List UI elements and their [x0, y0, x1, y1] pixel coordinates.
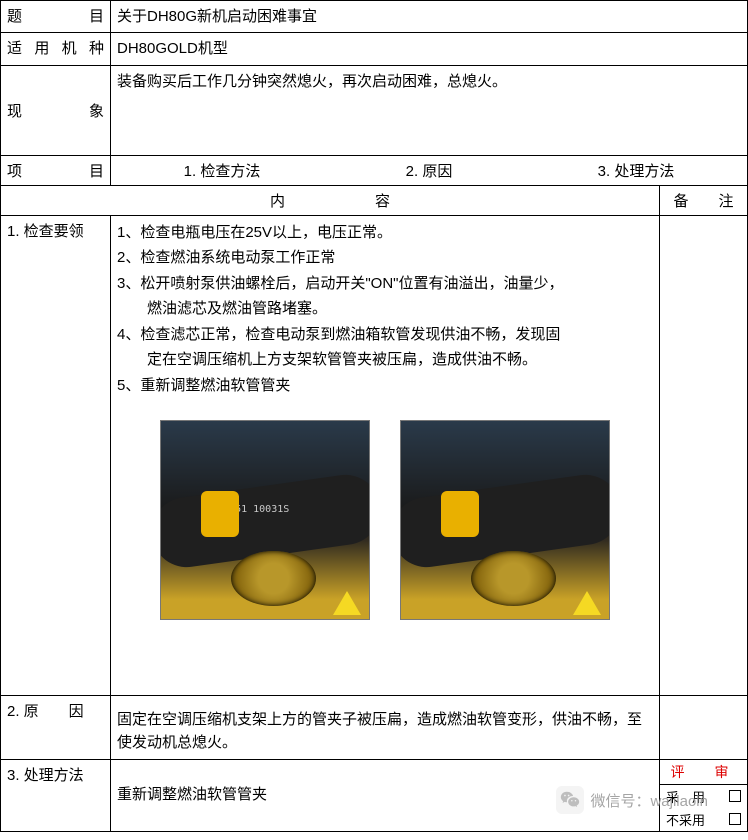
- wechat-watermark: 微信号：wajilaoln: [556, 786, 708, 814]
- row-model: 适用机种 DH80GOLD机型: [1, 33, 748, 65]
- phenom-label: 现 象: [1, 65, 111, 155]
- row-cause: 2. 原 因 固定在空调压缩机支架上方的管夹子被压扁，造成燃油软管变形，供油不畅…: [1, 695, 748, 759]
- model-value: DH80GOLD机型: [111, 33, 748, 65]
- photo-code: K04251 10031S: [211, 501, 289, 518]
- item-2: 2. 原因: [406, 160, 453, 181]
- row-phenomenon: 现 象 装备购买后工作几分钟突然熄火，再次启动困难，总熄火。: [1, 65, 748, 155]
- watermark-prefix: 微信号：: [590, 793, 650, 810]
- item-1: 1. 检查方法: [184, 160, 261, 181]
- remark-cell-1: [660, 215, 748, 695]
- check-line: 4、检查滤芯正常，检查电动泵到燃油箱软管发现供油不畅，发现固: [117, 322, 653, 348]
- items-label: 项 目: [1, 155, 111, 185]
- checkbox-icon[interactable]: [729, 790, 741, 802]
- remark-cell-2: [660, 695, 748, 759]
- phenom-value: 装备购买后工作几分钟突然熄火，再次启动困难，总熄火。: [111, 65, 748, 155]
- check-body: 1、检查电瓶电压在25V以上，电压正常。 2、检查燃油系统电动泵工作正常 3、松…: [111, 215, 660, 695]
- check-line: 1、检查电瓶电压在25V以上，电压正常。: [117, 220, 653, 246]
- check-line: 2、检查燃油系统电动泵工作正常: [117, 245, 653, 271]
- watermark-id: wajilaoln: [650, 793, 708, 810]
- checkbox-icon[interactable]: [729, 813, 741, 825]
- clamp-icon: [471, 551, 556, 606]
- fix-label: 3. 处理方法: [1, 759, 111, 831]
- title-label: 题 目: [1, 1, 111, 33]
- document-table: 题 目 关于DH80G新机启动困难事宜 适用机种 DH80GOLD机型 现 象 …: [0, 0, 748, 832]
- check-label: 1. 检查要领: [1, 215, 111, 695]
- warning-triangle-icon: [573, 591, 601, 615]
- clamp-icon: [231, 551, 316, 606]
- check-line: 定在空调压缩机上方支架软管管夹被压扁，造成供油不畅。: [117, 347, 653, 373]
- review-header: 评 审: [660, 760, 747, 785]
- photo-left: K04251 10031S: [160, 420, 370, 620]
- wechat-icon: [556, 786, 584, 814]
- model-label: 适用机种: [1, 33, 111, 65]
- photo-right: [400, 420, 610, 620]
- row-title: 题 目 关于DH80G新机启动困难事宜: [1, 1, 748, 33]
- title-value: 关于DH80G新机启动困难事宜: [111, 1, 748, 33]
- cause-value: 固定在空调压缩机支架上方的管夹子被压扁，造成燃油软管变形，供油不畅，至使发动机总…: [111, 695, 660, 759]
- item-3: 3. 处理方法: [598, 160, 675, 181]
- row-items: 项 目 1. 检查方法 2. 原因 3. 处理方法: [1, 155, 748, 185]
- warning-triangle-icon: [333, 591, 361, 615]
- remark-header: 备 注: [660, 185, 748, 215]
- row-check: 1. 检查要领 1、检查电瓶电压在25V以上，电压正常。 2、检查燃油系统电动泵…: [1, 215, 748, 695]
- check-line: 5、重新调整燃油软管管夹: [117, 373, 653, 399]
- check-line: 燃油滤芯及燃油管路堵塞。: [117, 296, 653, 322]
- check-line: 3、松开喷射泵供油螺栓后，启动开关"ON"位置有油溢出，油量少，: [117, 271, 653, 297]
- cause-label: 2. 原 因: [1, 695, 111, 759]
- row-content-header: 内 容 备 注: [1, 185, 748, 215]
- photo-row: K04251 10031S: [117, 420, 653, 620]
- content-header: 内 容: [1, 185, 660, 215]
